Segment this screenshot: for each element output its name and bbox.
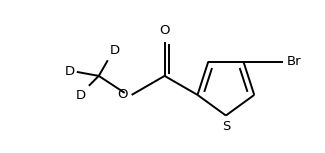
Text: D: D: [65, 65, 75, 78]
Text: O: O: [159, 24, 170, 37]
Text: D: D: [76, 89, 86, 102]
Text: D: D: [110, 44, 120, 57]
Text: Br: Br: [286, 55, 301, 68]
Text: S: S: [222, 119, 230, 132]
Text: O: O: [117, 88, 128, 101]
